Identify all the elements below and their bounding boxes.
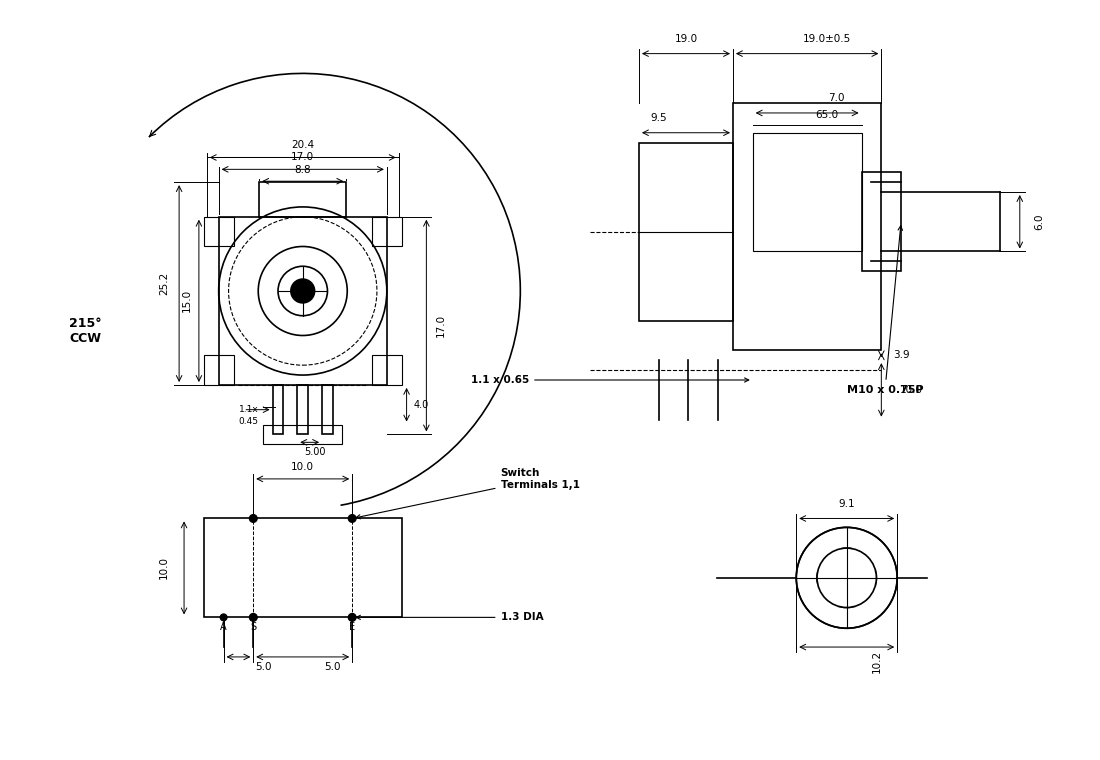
Text: 65.0: 65.0 <box>815 110 838 120</box>
Text: 10.0: 10.0 <box>160 556 169 579</box>
Circle shape <box>250 614 256 621</box>
Bar <box>260 182 346 217</box>
Text: Switch
Terminals 1,1: Switch Terminals 1,1 <box>356 468 580 519</box>
Bar <box>219 217 387 385</box>
Text: 1.1 x 0.65: 1.1 x 0.65 <box>471 375 749 385</box>
Bar <box>817 548 877 607</box>
Text: 15.0: 15.0 <box>182 290 192 312</box>
Bar <box>204 217 233 246</box>
Text: 9.5: 9.5 <box>650 113 667 123</box>
Bar <box>273 385 284 435</box>
Bar <box>297 385 308 435</box>
Text: 17.0: 17.0 <box>437 314 447 337</box>
Circle shape <box>349 614 355 621</box>
Circle shape <box>349 515 356 522</box>
Text: 8.8: 8.8 <box>295 166 311 176</box>
Text: 0.45: 0.45 <box>239 417 258 426</box>
Text: 19.0±0.5: 19.0±0.5 <box>803 33 851 44</box>
Text: 3.9: 3.9 <box>893 350 910 360</box>
Text: 6.0: 6.0 <box>1035 214 1045 230</box>
Text: M10 x 0.75P: M10 x 0.75P <box>847 226 923 395</box>
Bar <box>372 355 402 385</box>
Bar <box>263 425 342 445</box>
Text: 7.0: 7.0 <box>828 93 845 103</box>
Text: 10.2: 10.2 <box>871 651 881 673</box>
Bar <box>204 518 402 617</box>
Bar <box>752 133 861 252</box>
Text: E: E <box>349 622 355 632</box>
Circle shape <box>220 614 227 621</box>
Text: 5.00: 5.00 <box>305 447 326 458</box>
Bar <box>733 103 881 350</box>
Text: 1.1x: 1.1x <box>239 405 258 414</box>
Bar <box>639 143 733 321</box>
Text: 10.0: 10.0 <box>292 462 315 472</box>
Text: 17.0: 17.0 <box>292 153 315 163</box>
Text: 215°
CCW: 215° CCW <box>69 317 101 344</box>
Text: 20.4: 20.4 <box>292 140 315 150</box>
Bar <box>204 355 233 385</box>
Text: 25.2: 25.2 <box>160 272 169 295</box>
Text: 4.0: 4.0 <box>414 400 429 410</box>
Circle shape <box>250 515 257 522</box>
Bar <box>861 173 901 271</box>
Text: 10.0: 10.0 <box>900 385 923 395</box>
Text: A: A <box>220 622 227 632</box>
Text: 9.1: 9.1 <box>838 499 855 508</box>
Circle shape <box>250 613 257 622</box>
Bar <box>372 217 402 246</box>
Bar <box>322 385 333 435</box>
Text: 5.0: 5.0 <box>255 662 272 672</box>
Text: S: S <box>250 622 256 632</box>
Circle shape <box>349 613 356 622</box>
Text: 1.3 DIA: 1.3 DIA <box>356 613 543 622</box>
Text: 19.0: 19.0 <box>674 33 697 44</box>
Text: 5.0: 5.0 <box>324 662 341 672</box>
Circle shape <box>290 279 315 302</box>
